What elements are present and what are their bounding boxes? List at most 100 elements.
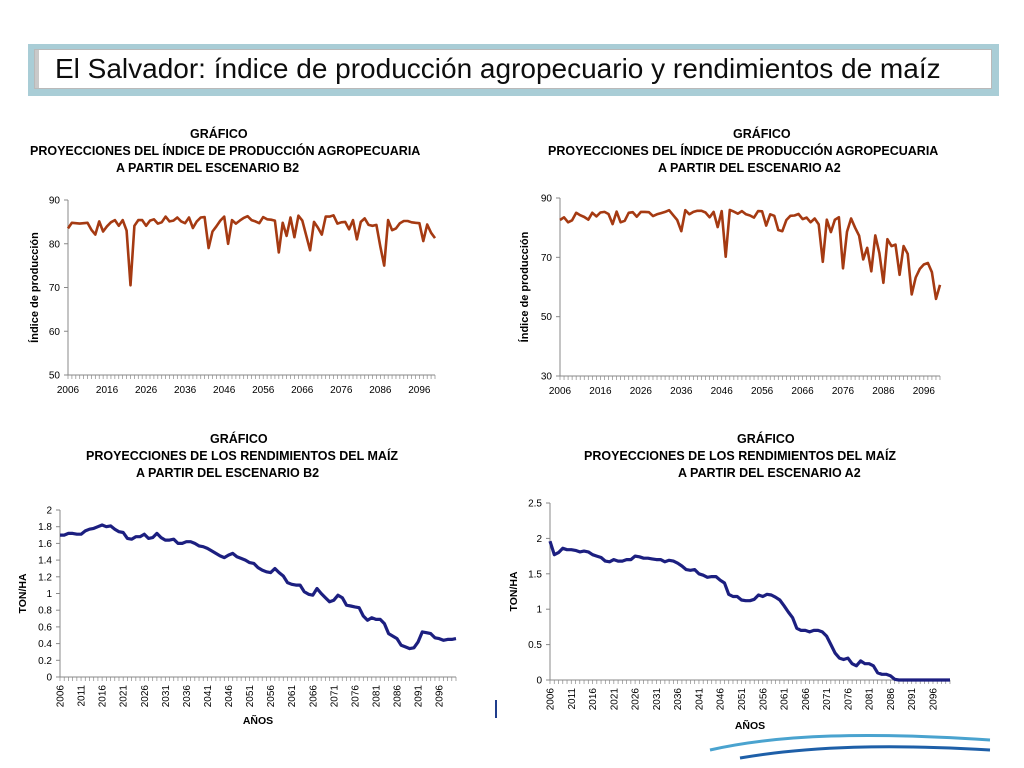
data-point [375, 619, 376, 620]
data-point [95, 234, 96, 235]
data-point [259, 223, 260, 224]
data-point [368, 224, 369, 225]
data-point [931, 272, 932, 273]
data-point [737, 596, 738, 597]
data-point [588, 551, 589, 552]
data-point [300, 585, 301, 586]
data-point [291, 584, 292, 585]
data-point [376, 224, 377, 225]
data-point [774, 215, 775, 216]
x-tick-label: 2046 [224, 685, 235, 708]
data-point [608, 213, 609, 214]
data-point [87, 222, 88, 223]
data-point [310, 250, 311, 251]
data-point [224, 216, 225, 217]
y-axis-label: Índice de producción [518, 231, 531, 342]
data-point [584, 216, 585, 217]
data-point [558, 552, 559, 553]
x-tick-label: 2051 [737, 688, 748, 711]
chart-index-b2: 50 60 70 80 90 2006 2016 2026 2036 2046 2056 2066 20… [28, 196, 437, 396]
series-line [548, 540, 950, 682]
data-point [847, 658, 848, 659]
data-point [903, 679, 904, 680]
data-point [778, 229, 779, 230]
x-tick-label: 2046 [213, 385, 236, 396]
chart3-title-line2: PROYECCIONES DE LOS RENDIMIENTOS DEL MAÍ… [86, 449, 399, 463]
chart1-title-line2: PROYECCIONES DEL ÍNDICE DE PRODUCCIÓN AG… [30, 144, 421, 158]
data-point [192, 227, 193, 228]
decorative-wave-icon [709, 733, 991, 760]
data-point [131, 539, 132, 540]
data-point [554, 554, 555, 555]
data-point [212, 231, 213, 232]
data-point [198, 545, 199, 546]
x-tick-label: 2036 [182, 685, 193, 708]
data-point [652, 216, 653, 217]
data-point [114, 529, 115, 530]
data-point [106, 226, 107, 227]
data-point [270, 572, 271, 573]
data-point [801, 630, 802, 631]
x-axis-label: AÑOS [243, 714, 273, 727]
x-tick-label: 2031 [652, 688, 663, 711]
series-line [60, 523, 457, 651]
data-point [127, 538, 128, 539]
x-tick-label: 2026 [140, 685, 151, 708]
data-point [418, 641, 419, 642]
data-point [149, 220, 150, 221]
data-point [624, 220, 625, 221]
data-point [372, 225, 373, 226]
data-point [169, 221, 170, 222]
x-tick-label: 2096 [913, 386, 936, 397]
data-point [401, 645, 402, 646]
x-tick-label: 2091 [414, 685, 425, 708]
data-point [186, 541, 187, 542]
data-point [639, 556, 640, 557]
data-point [350, 605, 351, 606]
data-point [927, 262, 928, 263]
x-tick-label: 2021 [119, 685, 130, 708]
data-point [669, 210, 670, 211]
data-point [809, 631, 810, 632]
data-point [103, 231, 104, 232]
data-point [431, 232, 432, 233]
data-point [835, 653, 836, 654]
data-point [852, 663, 853, 664]
data-point [549, 541, 550, 542]
data-point [729, 209, 730, 210]
data-point [664, 561, 665, 562]
data-point [426, 632, 427, 633]
data-point [628, 212, 629, 213]
data-point [830, 232, 831, 233]
data-point [79, 223, 80, 224]
data-point [138, 220, 139, 221]
x-tick-label: 2056 [758, 688, 769, 711]
data-point [616, 211, 617, 212]
y-tick-label: 0 [46, 673, 52, 684]
data-point [144, 534, 145, 535]
data-point [920, 679, 921, 680]
data-point [308, 594, 309, 595]
data-point [349, 229, 350, 230]
data-point [266, 571, 267, 572]
data-point [725, 256, 726, 257]
data-point [754, 599, 755, 600]
x-tick-label: 2081 [371, 685, 382, 708]
x-tick-label: 2036 [670, 386, 693, 397]
data-point [937, 679, 938, 680]
data-point [559, 219, 560, 220]
data-point [283, 575, 284, 576]
data-point [749, 215, 750, 216]
y-tick-label: 1.8 [38, 522, 52, 533]
data-point [698, 573, 699, 574]
data-point [153, 219, 154, 220]
data-point [165, 216, 166, 217]
data-point [911, 679, 912, 680]
data-point [364, 218, 365, 219]
data-point [806, 217, 807, 218]
x-tick-label: 2026 [630, 386, 653, 397]
data-point [249, 562, 250, 563]
data-point [924, 679, 925, 680]
data-point [64, 535, 65, 536]
data-point [148, 538, 149, 539]
